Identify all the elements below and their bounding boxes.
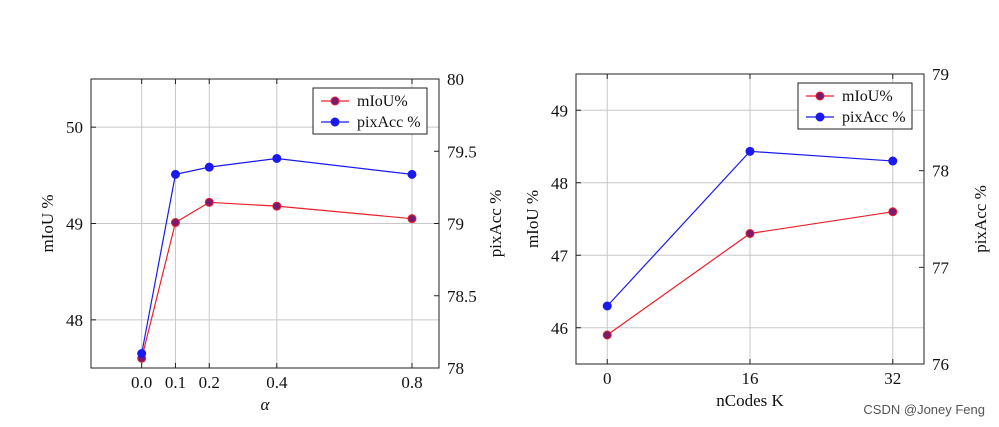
x-tick-label: 0.1 (165, 373, 186, 392)
chart-ncodes-grid (576, 74, 924, 364)
x-tick-label: 0 (603, 369, 612, 388)
chart-alpha-series (137, 153, 417, 363)
data-point-miou (745, 229, 755, 238)
chart-alpha-ticks: 0.0 0.1 0.2 0.4 0.8 48 49 50 78 78.5 79 79.5 80 (66, 70, 477, 392)
legend-label-miou: mIoU% (357, 93, 408, 110)
chart-ncodes-left-y-axis-label: mIoU % (523, 190, 542, 248)
right-y-tick-label: 80 (447, 70, 464, 89)
left-y-tick-label: 47 (551, 246, 569, 265)
chart-ncodes-ticks: 0 16 32 46 47 48 49 76 77 78 79 (551, 65, 950, 388)
x-tick-label: 16 (742, 369, 759, 388)
chart-ncodes-series (602, 146, 898, 340)
chart-alpha-x-axis-label: α (261, 395, 271, 414)
left-y-tick-label: 46 (551, 319, 568, 338)
data-point-pixacc (137, 349, 147, 359)
legend-marker-pixacc (815, 112, 825, 122)
data-point-miou (407, 214, 417, 224)
data-point-pixacc (888, 156, 898, 166)
data-point-pixacc (272, 153, 282, 163)
left-y-tick-label: 48 (66, 311, 83, 330)
legend-marker-miou (815, 91, 825, 101)
chart-ncodes-legend-box (797, 82, 913, 130)
legend-marker-pixacc (330, 117, 340, 127)
chart-alpha-right-y-axis-label: pixAcc % (486, 190, 505, 258)
right-y-tick-label: 77 (932, 258, 950, 277)
legend-label-pixacc: pixAcc % (842, 109, 906, 126)
right-y-tick-label: 79.5 (447, 142, 477, 161)
chart-alpha-legend: mIoU% pixAcc % (312, 87, 428, 135)
x-tick-label: 0.8 (401, 373, 422, 392)
right-y-tick-label: 78.5 (447, 287, 477, 306)
left-y-tick-label: 48 (551, 174, 568, 193)
data-point-miou (170, 218, 180, 228)
chart-ncodes-legend: mIoU% pixAcc % (797, 82, 913, 130)
left-y-tick-label: 49 (66, 215, 83, 234)
data-point-pixacc (602, 301, 612, 311)
legend-label-pixacc: pixAcc % (357, 114, 421, 131)
x-tick-label: 32 (884, 369, 901, 388)
data-point-miou (204, 197, 214, 207)
data-point-miou (602, 330, 612, 340)
chart-alpha: 0.0 0.1 0.2 0.4 0.8 48 49 50 78 78.5 79 79.5 80 α mI… (38, 70, 505, 414)
data-point-miou (888, 207, 898, 217)
right-y-tick-label: 79 (447, 215, 464, 234)
right-y-tick-label: 76 (932, 355, 949, 374)
left-y-tick-label: 49 (551, 101, 568, 120)
data-point-miou (272, 201, 282, 211)
data-point-pixacc (170, 169, 180, 179)
watermark-text: CSDN @Joney Feng (863, 402, 985, 417)
legend-label-miou: mIoU% (842, 88, 893, 105)
chart-alpha-left-y-axis-label: mIoU % (38, 194, 57, 252)
right-y-tick-label: 78 (447, 359, 464, 378)
chart-ncodes-x-axis-label: nCodes K (716, 391, 784, 410)
data-point-pixacc (407, 169, 417, 179)
chart-ncodes-right-y-axis-label: pixAcc % (971, 185, 990, 253)
legend-marker-miou (330, 96, 340, 106)
x-tick-label: 0.2 (199, 373, 220, 392)
left-y-tick-label: 50 (66, 118, 83, 137)
x-tick-label: 0.4 (266, 373, 288, 392)
chart-ncodes: 0 16 32 46 47 48 49 76 77 78 79 nCodes K mIoU % pi… (523, 65, 990, 410)
x-tick-label: 0.0 (131, 373, 152, 392)
data-point-pixacc (204, 162, 214, 172)
data-point-pixacc (745, 146, 755, 156)
right-y-tick-label: 78 (932, 162, 949, 181)
chart-alpha-legend-box (312, 87, 428, 135)
right-y-tick-label: 79 (932, 65, 949, 84)
